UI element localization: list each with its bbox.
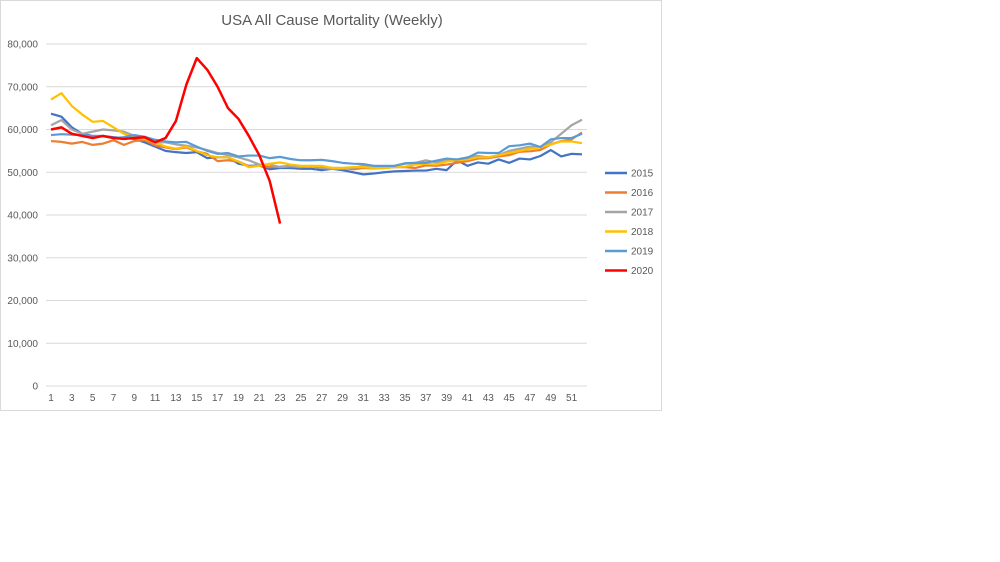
y-tick-label: 0 [32,382,38,393]
x-tick-label: 15 [191,393,203,404]
x-tick-label: 29 [337,393,349,404]
x-tick-label: 35 [399,393,411,404]
y-tick-label: 20,000 [7,296,38,307]
x-tick-label: 19 [233,393,245,404]
x-tick-label: 33 [379,393,391,404]
x-tick-label: 17 [212,393,224,404]
x-tick-label: 37 [420,393,432,404]
x-tick-label: 25 [295,393,307,404]
y-tick-label: 80,000 [7,40,38,51]
series-line-2020 [50,56,282,224]
x-tick-label: 11 [150,393,161,404]
x-tick-label: 23 [274,393,286,404]
x-tick-label: 27 [316,393,328,404]
y-tick-label: 70,000 [7,82,38,93]
y-tick-label: 30,000 [7,253,38,264]
x-tick-label: 9 [132,393,138,404]
y-tick-label: 40,000 [7,211,38,222]
x-tick-label: 47 [524,393,536,404]
legend-label: 2016 [631,188,654,199]
x-tick-label: 51 [566,393,578,404]
y-tick-label: 10,000 [7,339,38,350]
chart-area: USA All Cause Mortality (Weekly) 0 10,000… [0,0,662,411]
legend-label: 2019 [631,247,654,258]
legend-label: 2020 [631,266,654,277]
x-tick-label: 41 [462,393,474,404]
x-tick-label: 49 [545,393,557,404]
x-tick-label: 7 [111,393,117,404]
x-tick-label: 43 [483,393,495,404]
x-tick-label: 31 [358,393,370,404]
y-tick-label: 50,000 [7,168,38,179]
x-tick-label: 1 [48,393,54,404]
y-tick-label: 60,000 [7,125,38,136]
legend-label: 2017 [631,208,654,219]
x-tick-label: 3 [69,393,75,404]
legend-label: 2018 [631,227,654,238]
series-line-2019 [50,132,583,167]
x-tick-label: 21 [254,393,266,404]
line-chart: USA All Cause Mortality (Weekly) 0 10,000… [7,12,654,404]
x-tick-label: 45 [504,393,516,404]
x-tick-label: 13 [170,393,182,404]
x-tick-label: 39 [441,393,453,404]
legend-label: 2015 [631,169,654,180]
x-tick-label: 5 [90,393,96,404]
chart-title: USA All Cause Mortality (Weekly) [221,12,442,29]
